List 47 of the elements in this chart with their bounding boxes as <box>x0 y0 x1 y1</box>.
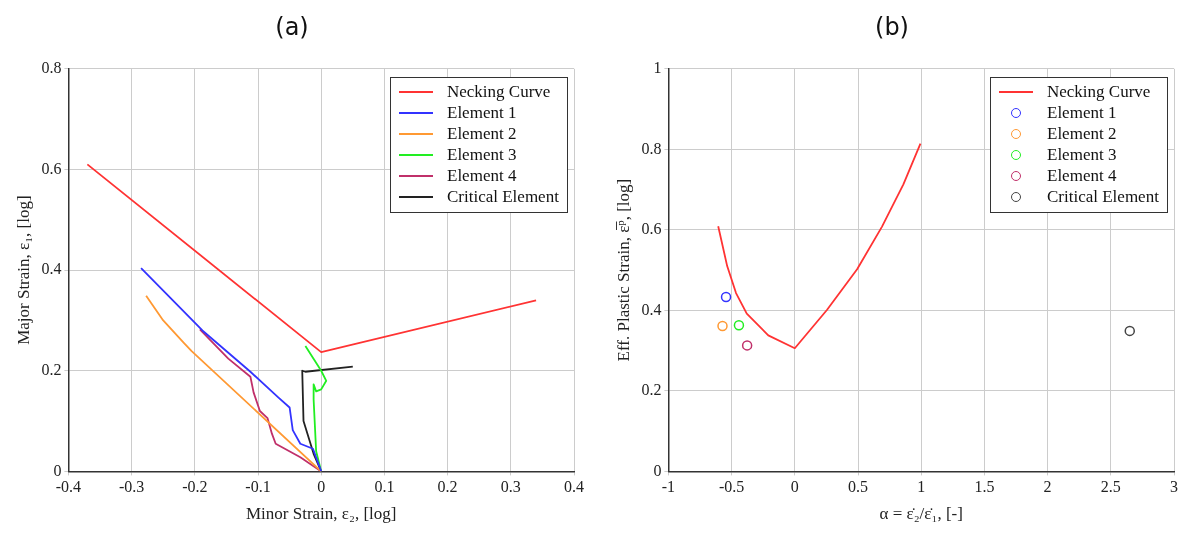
legend-label: Element 3 <box>1047 145 1117 166</box>
x-tick-label: 0.1 <box>374 478 395 496</box>
legend-label: Critical Element <box>447 187 559 208</box>
x-tick-label: 0.2 <box>437 478 458 496</box>
y-tick-label: 0.6 <box>41 159 62 177</box>
legend-label: Element 2 <box>447 124 517 145</box>
y-tick-label: 0.8 <box>41 59 62 76</box>
y-tick-label: 0.4 <box>641 300 662 318</box>
x-tick-label: 1 <box>917 478 926 496</box>
x-tick-label: -0.1 <box>245 478 271 496</box>
x-tick-label: 0.5 <box>848 478 868 496</box>
legend-label: Element 3 <box>447 145 517 166</box>
x-tick-label: -0.3 <box>118 478 145 496</box>
x-tick-label: 0.3 <box>500 478 521 496</box>
y-tick-label: 0.2 <box>641 381 662 399</box>
legend-label: Element 2 <box>1047 124 1117 145</box>
x-tick-label: 1.5 <box>974 478 995 496</box>
y-tick-label: 1 <box>653 59 662 76</box>
legend-label: Necking Curve <box>1047 82 1151 103</box>
legend-label: Element 1 <box>1047 103 1117 124</box>
y-tick-label: 0.8 <box>641 139 662 157</box>
legend-label: Element 4 <box>447 166 517 187</box>
chart-title: (b) <box>875 12 909 41</box>
x-tick-label: 0 <box>790 478 799 496</box>
y-axis-title: Eff. Plastic Strain, ε̅ᵖ, [log] <box>613 178 633 362</box>
y-tick-label: 0 <box>653 461 662 479</box>
x-tick-label: -0.5 <box>718 478 745 496</box>
legend-label: Necking Curve <box>447 82 551 103</box>
legend-label: Critical Element <box>1047 187 1159 208</box>
legend-label: Element 4 <box>1047 166 1117 187</box>
y-tick-label: 0.6 <box>641 220 662 238</box>
x-tick-label: 3 <box>1170 478 1178 496</box>
x-tick-label: -1 <box>661 478 676 496</box>
x-tick-label: -0.2 <box>182 478 208 496</box>
x-tick-label: 0.4 <box>564 478 584 496</box>
y-tick-label: 0.4 <box>41 260 62 278</box>
x-tick-label: 2.5 <box>1100 478 1121 496</box>
chart-title: (a) <box>275 12 309 41</box>
x-axis-title: Minor Strain, ε₂, [log] <box>245 504 397 524</box>
y-axis-title: Major Strain, ε₁, [log] <box>13 195 33 345</box>
y-tick-label: 0.2 <box>41 360 62 378</box>
x-tick-label: -0.4 <box>55 478 82 496</box>
legend-label: Element 1 <box>447 103 517 124</box>
x-tick-label: 2 <box>1043 478 1052 496</box>
y-tick-label: 0 <box>53 461 62 479</box>
x-axis-title: α = ε̇₂/ε̇₁, [-] <box>879 504 963 524</box>
x-tick-label: 0 <box>317 478 326 496</box>
